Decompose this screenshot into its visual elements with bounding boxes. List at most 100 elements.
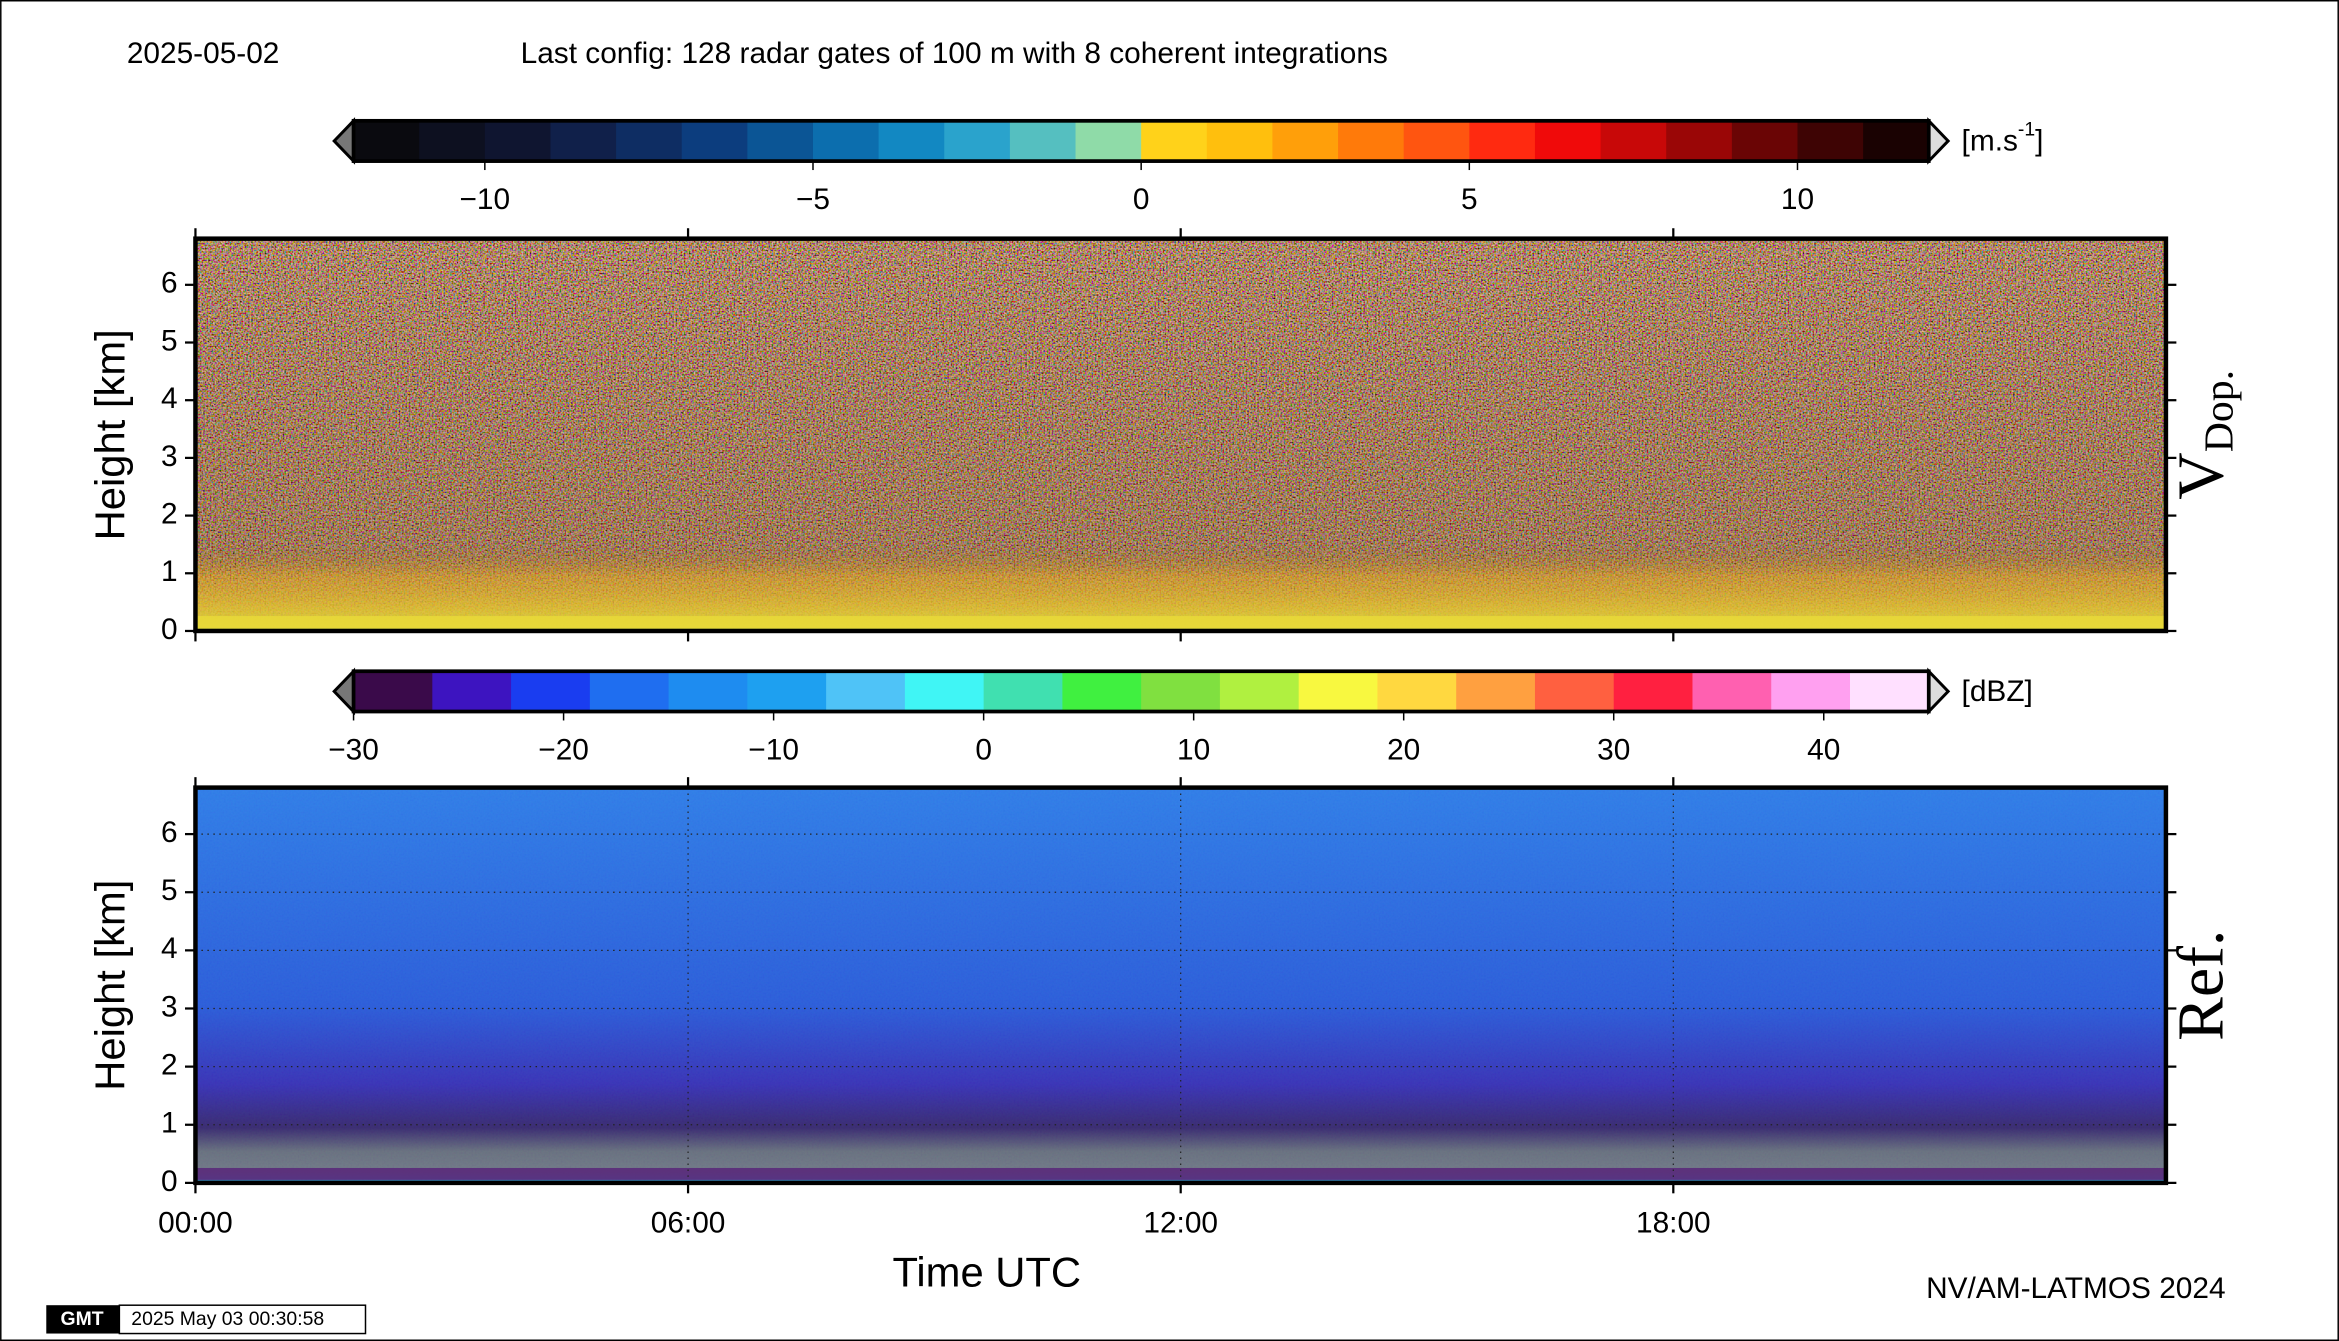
color-segment <box>353 671 434 712</box>
color-segment <box>1692 671 1772 712</box>
colorbar-tick-label: 10 <box>1177 734 1210 767</box>
color-segment <box>681 120 749 162</box>
color-segment <box>1666 120 1733 162</box>
side-main: V <box>2166 452 2238 499</box>
x-tick-label: 06:00 <box>651 1207 726 1240</box>
colorbar-unit: [dBZ] <box>1962 675 2033 708</box>
y-tick-label: 5 <box>161 324 178 357</box>
logo: GMT <box>61 1308 104 1330</box>
color-segment <box>353 120 420 162</box>
side-main: Ref. <box>2166 930 2238 1041</box>
y-tick-label: 2 <box>161 1048 178 1081</box>
y-tick-label: 2 <box>161 497 178 530</box>
color-segment <box>1600 120 1667 162</box>
color-segment <box>1009 120 1077 162</box>
ground-band <box>195 616 2166 628</box>
color-segment <box>550 120 617 162</box>
timestamp: 2025 May 03 00:30:58 <box>131 1308 324 1330</box>
y-tick-label: 4 <box>161 382 178 415</box>
y-tick-label: 3 <box>161 440 178 473</box>
y-tick-label: 4 <box>161 932 178 965</box>
x-tick-label: 18:00 <box>1636 1207 1711 1240</box>
color-segment <box>1206 120 1274 162</box>
x-axis-label: Time UTC <box>892 1248 1081 1295</box>
color-segment <box>1075 120 1142 162</box>
credit: NV/AM-LATMOS 2024 <box>1926 1272 2225 1305</box>
colorbar-tick-label: 10 <box>1781 183 1814 216</box>
y-tick-label: 1 <box>161 555 178 588</box>
plot-frame <box>193 236 2169 634</box>
y-axis-label: Height [km] <box>86 880 133 1091</box>
color-segment <box>668 671 749 712</box>
colorbar-unit: [m.s-1] <box>1962 119 2044 158</box>
y-tick-label: 6 <box>161 267 178 300</box>
side-label: VDop. <box>2166 370 2242 500</box>
color-segment <box>1613 671 1694 712</box>
colorbar-tick-label: −10 <box>460 183 511 216</box>
stamp-box <box>118 1304 367 1335</box>
colorbar-tick-label: 20 <box>1387 734 1420 767</box>
logo-box <box>46 1305 120 1334</box>
color-segment <box>1141 120 1208 162</box>
side-label: Ref. <box>2166 930 2238 1041</box>
color-segment <box>1731 120 1799 162</box>
y-tick-label: 0 <box>161 613 178 646</box>
color-segment <box>747 120 814 162</box>
colorbar-tick-label: 0 <box>975 734 992 767</box>
color-segment <box>1771 671 1851 712</box>
colorbar-tick-label: 30 <box>1597 734 1630 767</box>
config: Last config: 128 radar gates of 100 m wi… <box>521 37 1388 70</box>
y-tick-label: 3 <box>161 990 178 1023</box>
color-segment <box>1534 671 1615 712</box>
color-segment <box>1469 120 1536 162</box>
color-segment <box>826 671 906 712</box>
date: 2025-05-02 <box>127 37 280 70</box>
side-sub: Dop. <box>2196 370 2242 452</box>
color-segment <box>1403 120 1471 162</box>
color-segment <box>419 120 486 162</box>
y-axis-label: Height [km] <box>86 329 133 540</box>
color-segment <box>1849 671 1930 712</box>
color-segment <box>1534 120 1602 162</box>
unit: [dBZ] <box>1962 675 2033 708</box>
color-segment <box>484 120 552 162</box>
color-segment <box>1456 671 1536 712</box>
color-segment <box>432 671 512 712</box>
unit: ] <box>2035 124 2043 157</box>
color-segment <box>878 120 946 162</box>
y-tick-label: 0 <box>161 1165 178 1198</box>
colorbar-tick-label: −30 <box>328 734 379 767</box>
color-segment <box>511 671 591 712</box>
colorbar-tick-label: 5 <box>1461 183 1478 216</box>
color-segment <box>1377 671 1457 712</box>
color-segment <box>1797 120 1864 162</box>
color-segment <box>1863 120 1930 162</box>
unit: [m.s <box>1962 124 2018 157</box>
y-tick-label: 6 <box>161 816 178 849</box>
ground-band <box>195 1167 2166 1180</box>
y-tick-label: 5 <box>161 874 178 907</box>
plot-frame <box>193 785 2169 1186</box>
color-segment <box>812 120 880 162</box>
color-segment <box>1338 120 1405 162</box>
y-tick-label: 1 <box>161 1107 178 1140</box>
color-segment <box>1272 120 1339 162</box>
unit-sup: -1 <box>2018 119 2035 141</box>
color-segment <box>616 120 683 162</box>
color-segment <box>904 671 985 712</box>
colorbar-tick-label: −10 <box>748 734 799 767</box>
colorbar-tick-label: 0 <box>1133 183 1150 216</box>
color-segment <box>747 671 827 712</box>
colorbar-tick-label: −20 <box>538 734 589 767</box>
color-segment <box>1141 671 1221 712</box>
colorbar-tick-label: 40 <box>1807 734 1840 767</box>
colorbar-frame <box>351 669 1931 714</box>
colorbar-tick-label: −5 <box>796 183 830 216</box>
color-segment <box>1219 671 1300 712</box>
heatmap-layer <box>195 238 2166 631</box>
color-segment <box>589 671 670 712</box>
color-segment <box>944 120 1011 162</box>
x-tick-label: 12:00 <box>1143 1207 1218 1240</box>
